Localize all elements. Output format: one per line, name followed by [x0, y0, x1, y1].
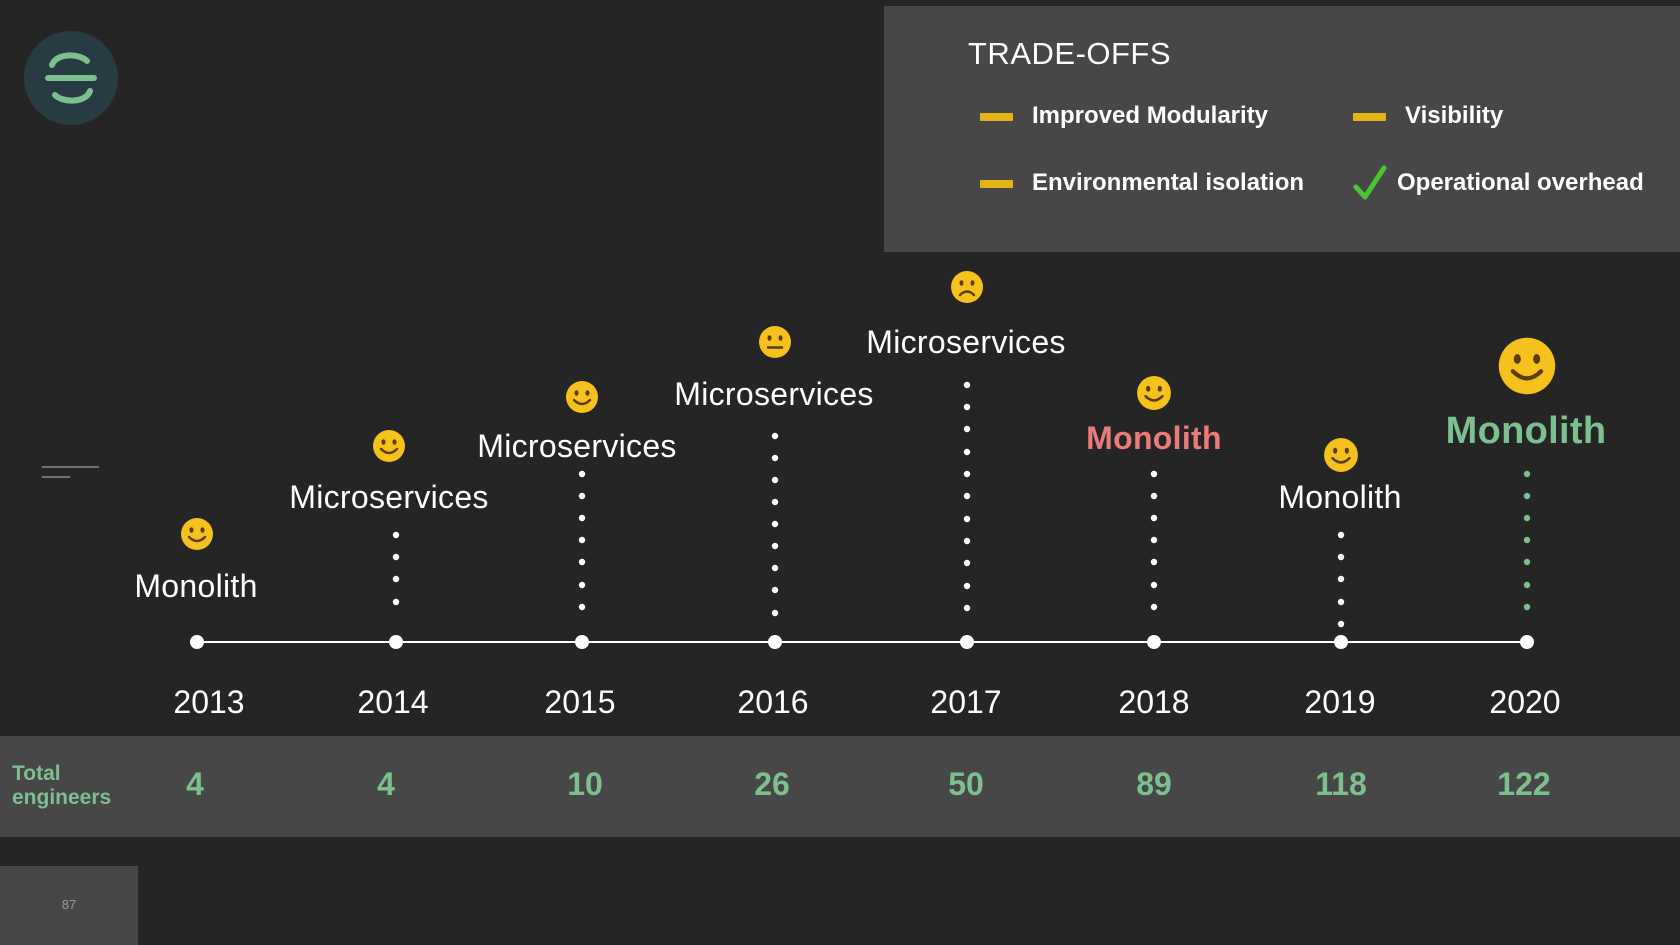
connector-2014 [392, 531, 400, 606]
architecture-label-2019: Monolith [1278, 479, 1402, 515]
engineer-count-2014: 4 [377, 766, 395, 802]
happy-face-icon [373, 430, 405, 462]
dash-icon [980, 98, 1014, 134]
architecture-label-2015: Microservices [477, 428, 677, 464]
year-label-2017: 2017 [930, 684, 1002, 720]
timeline-node-2020 [1520, 635, 1534, 649]
tradeoffs-title: TRADE-OFFS [968, 36, 1172, 71]
year-label-2015: 2015 [544, 684, 616, 720]
tradeoff-item-visibility: Visibility [1353, 98, 1503, 134]
connector-2020 [1523, 470, 1531, 611]
year-label-2020: 2020 [1489, 684, 1561, 720]
timeline-node-2013 [190, 635, 204, 649]
timeline-node-2018 [1147, 635, 1161, 649]
architecture-label-2016: Microservices [674, 376, 874, 412]
engineer-count-2013: 4 [186, 766, 204, 802]
tradeoff-label: Operational overhead [1397, 169, 1644, 196]
engineer-count-2015: 10 [567, 766, 603, 802]
timeline-node-2016 [768, 635, 782, 649]
neutral-face-icon [759, 326, 791, 358]
engineer-count-2018: 89 [1136, 766, 1172, 802]
connector-2015 [578, 470, 586, 611]
tradeoff-item-environmental-isolation: Environmental isolation [980, 165, 1304, 201]
engineer-count-2017: 50 [948, 766, 984, 802]
connector-2017 [963, 381, 971, 612]
tradeoffs-panel: TRADE-OFFS Improved Modularity Visibilit… [884, 6, 1680, 252]
architecture-label-2020: Monolith [1445, 410, 1607, 452]
tradeoff-label: Environmental isolation [1032, 169, 1305, 196]
happy-face-icon [1498, 337, 1556, 395]
page-number: 87 [61, 897, 77, 912]
architecture-label-2013: Monolith [134, 568, 258, 604]
menu-lines-icon [42, 466, 99, 478]
happy-face-icon [1324, 438, 1358, 472]
happy-face-icon [1137, 376, 1171, 410]
tradeoff-label: Visibility [1405, 102, 1504, 129]
total-engineers-row: Total engineers 4 4 10 26 50 89 118 122 [0, 736, 1680, 837]
tradeoff-item-operational-overhead: Operational overhead [1353, 165, 1644, 201]
happy-face-icon [566, 381, 598, 413]
sad-face-icon [951, 271, 983, 303]
year-label-2018: 2018 [1118, 684, 1190, 720]
year-label-2013: 2013 [173, 684, 245, 720]
engineer-count-2016: 26 [754, 766, 790, 802]
tradeoff-item-improved-modularity: Improved Modularity [980, 98, 1268, 134]
happy-face-icon [181, 518, 213, 550]
page-number-box: 87 [0, 866, 138, 945]
total-engineers-label: Total engineers [12, 762, 112, 809]
architecture-label-2017: Microservices [866, 324, 1066, 360]
timeline-node-2014 [389, 635, 403, 649]
timeline-node-2017 [960, 635, 974, 649]
connector-2018 [1150, 470, 1158, 611]
tradeoff-label: Improved Modularity [1032, 102, 1269, 129]
company-logo-icon [24, 31, 118, 125]
architecture-label-2014: Microservices [289, 479, 489, 515]
year-label-2016: 2016 [737, 684, 809, 720]
engineer-count-2020: 122 [1497, 766, 1551, 802]
architecture-label-2018: Monolith [1086, 420, 1222, 456]
dash-icon [980, 165, 1014, 201]
timeline-node-2015 [575, 635, 589, 649]
year-label-2014: 2014 [357, 684, 429, 720]
dash-icon [1353, 98, 1387, 134]
connector-2016 [771, 432, 779, 617]
connector-2019 [1337, 531, 1345, 628]
engineer-count-2019: 118 [1315, 766, 1367, 802]
year-label-2019: 2019 [1304, 684, 1376, 720]
timeline-node-2019 [1334, 635, 1348, 649]
checkmark-icon [1353, 165, 1387, 200]
